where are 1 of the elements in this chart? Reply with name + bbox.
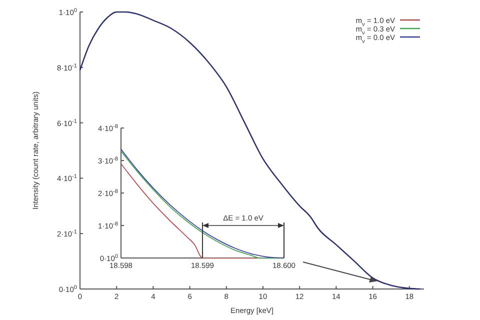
line-series (79, 11, 421, 290)
